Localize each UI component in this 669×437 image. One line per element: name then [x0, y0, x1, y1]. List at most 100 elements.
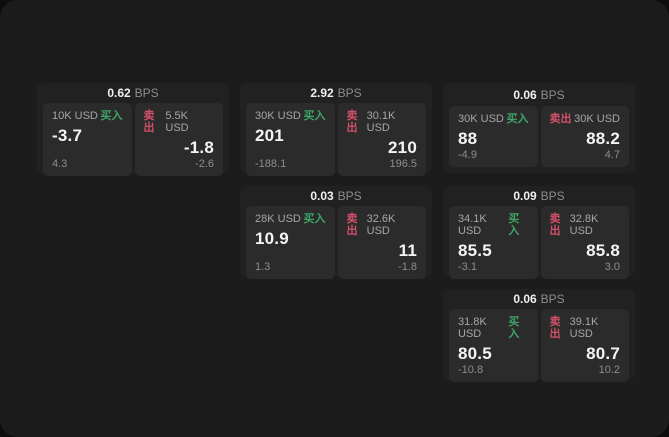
buy-price: 80.5 [458, 344, 492, 363]
buy-sub-value: -3.1 [458, 261, 477, 273]
sell-price: 85.8 [586, 241, 620, 260]
sell-quote-panel[interactable]: 卖出 30K USD 88.2 4.7 [540, 106, 629, 167]
buy-sub-value: -4.9 [458, 149, 477, 161]
sell-sub-value: 196.5 [389, 158, 417, 170]
card-header: 0.03 BPS [240, 186, 432, 203]
card-body: 30K USD 买入 88 -4.9 卖出 30K USD 88.2 4.7 [449, 106, 629, 167]
buy-quote-panel[interactable]: 10K USD 买入 -3.7 4.3 [43, 103, 132, 176]
buy-amount: 28K USD [255, 213, 301, 225]
buy-side-label: 买入 [506, 113, 529, 125]
sell-panel-top: 卖出 39.1K USD [550, 316, 621, 340]
bps-value: 0.62 [107, 86, 131, 100]
buy-side-label: 买入 [303, 213, 326, 225]
bps-unit-label: BPS [337, 86, 362, 100]
card-header: 0.06 BPS [443, 83, 635, 103]
buy-side-label: 买入 [303, 110, 326, 122]
quote-card: 0.09 BPS 34.1K USD 买入 85.5 -3.1 卖出 32.8K… [443, 186, 635, 279]
sell-side-label: 卖出 [549, 213, 561, 237]
sell-sub-value: 4.7 [604, 149, 620, 161]
sell-price: 210 [388, 138, 417, 157]
card-body: 10K USD 买入 -3.7 4.3 卖出 5.5K USD -1.8 -2.… [43, 103, 223, 176]
buy-panel-top: 30K USD 买入 [458, 113, 529, 125]
sell-price: 11 [398, 241, 417, 260]
quote-card: 0.62 BPS 10K USD 买入 -3.7 4.3 卖出 5.5K USD… [37, 83, 229, 176]
sell-side-label: 卖出 [346, 213, 358, 237]
buy-quote-panel[interactable]: 30K USD 买入 201 -188.1 [246, 103, 335, 176]
sell-sub-value: -2.6 [195, 158, 214, 170]
buy-panel-top: 28K USD 买入 [255, 213, 326, 225]
buy-amount: 10K USD [52, 110, 98, 122]
bps-unit-label: BPS [540, 292, 565, 306]
bps-value: 2.92 [310, 86, 334, 100]
sell-side-label: 卖出 [346, 110, 358, 134]
sell-price: 80.7 [586, 344, 620, 363]
bps-unit-label: BPS [540, 189, 565, 203]
sell-quote-panel[interactable]: 卖出 5.5K USD -1.8 -2.6 [134, 103, 223, 176]
sell-panel-top: 卖出 32.6K USD [347, 213, 418, 237]
buy-side-label: 买入 [508, 316, 520, 340]
bps-unit-label: BPS [540, 87, 565, 102]
bps-value: 0.09 [513, 189, 537, 203]
sell-sub-value: 10.2 [598, 364, 620, 376]
sell-amount: 32.8K USD [569, 213, 599, 237]
bps-unit-label: BPS [134, 86, 159, 100]
sell-quote-panel[interactable]: 卖出 30.1K USD 210 196.5 [337, 103, 426, 176]
sell-price: -1.8 [183, 138, 214, 157]
buy-amount: 30K USD [255, 110, 301, 122]
buy-panel-top: 30K USD 买入 [255, 110, 326, 122]
buy-quote-panel[interactable]: 30K USD 买入 88 -4.9 [449, 106, 538, 167]
sell-quote-panel[interactable]: 卖出 39.1K USD 80.7 10.2 [540, 309, 629, 382]
card-body: 28K USD 买入 10.9 1.3 卖出 32.6K USD 11 -1.8 [246, 206, 426, 279]
sell-panel-top: 卖出 5.5K USD [144, 110, 215, 134]
bps-unit-label: BPS [337, 189, 362, 203]
sell-side-label: 卖出 [549, 316, 561, 340]
buy-sub-value: -188.1 [255, 158, 287, 170]
card-body: 30K USD 买入 201 -188.1 卖出 30.1K USD 210 1… [246, 103, 426, 176]
buy-side-label: 买入 [508, 213, 520, 237]
buy-price: 85.5 [458, 241, 492, 260]
buy-quote-panel[interactable]: 34.1K USD 买入 85.5 -3.1 [449, 206, 538, 279]
card-body: 34.1K USD 买入 85.5 -3.1 卖出 32.8K USD 85.8… [449, 206, 629, 279]
card-header: 0.06 BPS [443, 289, 635, 306]
sell-amount: 32.6K USD [366, 213, 396, 237]
buy-sub-value: -10.8 [458, 364, 484, 376]
bps-value: 0.06 [513, 292, 537, 306]
buy-panel-top: 10K USD 买入 [52, 110, 123, 122]
sell-quote-panel[interactable]: 卖出 32.8K USD 85.8 3.0 [540, 206, 629, 279]
quote-card: 0.03 BPS 28K USD 买入 10.9 1.3 卖出 32.6K US… [240, 186, 432, 279]
buy-quote-panel[interactable]: 28K USD 买入 10.9 1.3 [246, 206, 335, 279]
sell-quote-panel[interactable]: 卖出 32.6K USD 11 -1.8 [337, 206, 426, 279]
buy-amount: 30K USD [458, 113, 504, 125]
buy-quote-panel[interactable]: 31.8K USD 买入 80.5 -10.8 [449, 309, 538, 382]
sell-price: 88.2 [586, 129, 620, 148]
card-body: 31.8K USD 买入 80.5 -10.8 卖出 39.1K USD 80.… [449, 309, 629, 382]
buy-price: 10.9 [255, 229, 289, 248]
buy-price: 201 [255, 126, 284, 145]
sell-amount: 5.5K USD [165, 110, 189, 134]
sell-panel-top: 卖出 32.8K USD [550, 213, 621, 237]
sell-side-label: 卖出 [143, 110, 155, 134]
buy-panel-top: 31.8K USD 买入 [458, 316, 529, 340]
buy-panel-top: 34.1K USD 买入 [458, 213, 529, 237]
buy-amount: 34.1K USD [458, 213, 487, 237]
buy-price: -3.7 [52, 126, 83, 145]
sell-amount: 30K USD [574, 113, 620, 125]
card-header: 0.09 BPS [443, 186, 635, 203]
buy-side-label: 买入 [100, 110, 123, 122]
bps-value: 0.06 [513, 87, 537, 102]
sell-sub-value: -1.8 [398, 261, 417, 273]
buy-price: 88 [458, 129, 478, 148]
sell-amount: 39.1K USD [569, 316, 599, 340]
buy-sub-value: 1.3 [255, 261, 271, 273]
buy-sub-value: 4.3 [52, 158, 68, 170]
sell-panel-top: 卖出 30.1K USD [347, 110, 418, 134]
sell-amount: 30.1K USD [366, 110, 396, 134]
card-header: 2.92 BPS [240, 83, 432, 100]
quote-cards-grid: 0.62 BPS 10K USD 买入 -3.7 4.3 卖出 5.5K USD… [37, 83, 635, 382]
sell-sub-value: 3.0 [604, 261, 620, 273]
quote-card: 0.06 BPS 31.8K USD 买入 80.5 -10.8 卖出 39.1… [443, 289, 635, 382]
sell-panel-top: 卖出 30K USD [550, 113, 621, 125]
quote-card: 2.92 BPS 30K USD 买入 201 -188.1 卖出 30.1K … [240, 83, 432, 176]
bps-value: 0.03 [310, 189, 334, 203]
